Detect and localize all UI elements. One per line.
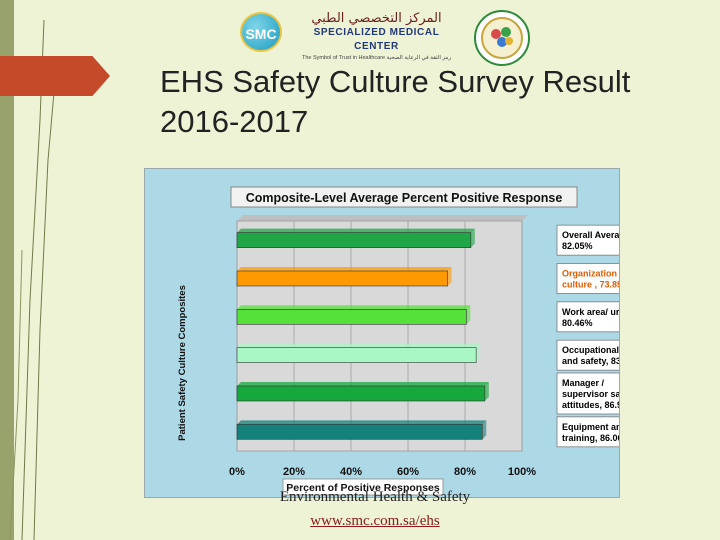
bar: [236, 385, 486, 402]
y-axis-label: Patient Safety Culture Composites: [177, 285, 188, 441]
x-axis-label-box: [282, 478, 444, 496]
data-label: attitudes, 86.96%: [562, 400, 619, 410]
data-label: culture , 73.89%: [562, 280, 619, 290]
logo-arabic-name: المركز التخصصي الطبي: [311, 11, 442, 26]
data-label: Overall Average,: [562, 230, 619, 240]
footer-link[interactable]: www.smc.com.sa/ehs: [310, 513, 440, 529]
bar-chart: Composite-Level Average Percent Positive…: [145, 169, 650, 497]
bar-top-face: [237, 305, 471, 310]
x-tick-label: 60%: [397, 466, 419, 478]
accreditation-seal-icon: [474, 10, 530, 66]
data-label: and safety, 83.91%: [562, 356, 619, 366]
accent-arrow: [0, 56, 110, 96]
data-label: Organization safety: [562, 269, 619, 279]
bar: [236, 347, 477, 363]
chart-frame: Composite-Level Average Percent Positive…: [144, 168, 650, 498]
chart-title: Composite-Level Average Percent Positive…: [246, 191, 563, 205]
data-label: training, 86.06%: [562, 433, 619, 443]
data-label: 80.46%: [562, 318, 593, 328]
bar-top-face: [237, 343, 481, 348]
footer-department: Environmental Health & Safety: [279, 489, 471, 505]
x-axis-label: Percent of Positive Responses: [286, 482, 440, 494]
bar-side-face: [476, 343, 481, 363]
chart-title-box: [230, 186, 578, 208]
bar-side-face: [482, 420, 487, 440]
logo-english-name: SPECIALIZED MEDICAL CENTER: [313, 27, 440, 52]
center-logo: المركز التخصصي الطبي SPECIALIZED MEDICAL…: [294, 11, 459, 62]
bar-top-face: [237, 382, 489, 386]
x-tick-label: 0%: [229, 466, 245, 478]
bar: [236, 424, 483, 440]
data-label: supervisor safety: [562, 389, 619, 399]
smc-logo: SMC: [240, 12, 282, 52]
data-label: Work area/ unit,: [562, 307, 619, 317]
bar: [236, 309, 467, 325]
data-label: Occupational health: [562, 345, 619, 355]
logo-tagline: The Symbol of Trust in Healthcare رمز ال…: [301, 55, 452, 61]
x-tick-label: 100%: [508, 466, 536, 478]
bar: [236, 270, 448, 287]
bar-top-face: [237, 228, 475, 233]
bar-top-face: [237, 267, 452, 271]
bar-side-face: [447, 267, 452, 286]
bar-side-face: [470, 228, 475, 248]
x-tick-label: 40%: [340, 466, 362, 478]
bar-side-face: [484, 382, 489, 401]
bar-side-face: [466, 305, 471, 325]
x-tick-label: 20%: [283, 466, 305, 478]
bar-top-face: [237, 420, 487, 425]
page-title: EHS Safety Culture Survey Result 2016-20…: [160, 64, 631, 139]
data-label: Equipment and: [562, 422, 619, 432]
bar: [236, 232, 472, 248]
x-tick-label: 80%: [454, 466, 476, 478]
plot-area: [236, 220, 523, 452]
data-label: 82.05%: [562, 241, 593, 251]
plot-top-face: [237, 215, 528, 221]
data-label: Manager /: [562, 378, 605, 388]
sidebar-strip: [0, 0, 14, 540]
